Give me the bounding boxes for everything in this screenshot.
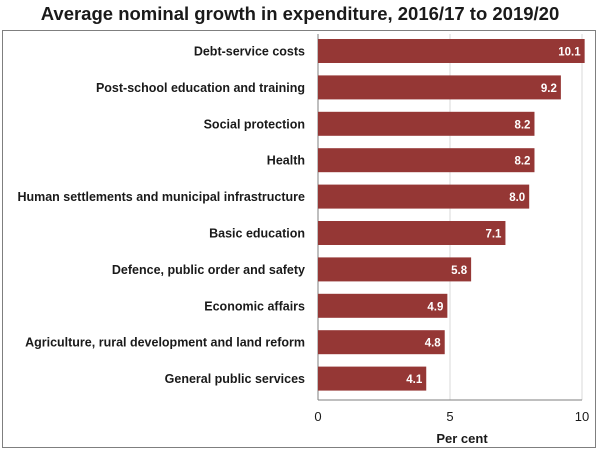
category-label: General public services [165, 372, 305, 386]
category-label: Debt-service costs [194, 45, 305, 59]
bars: 10.1 9.2 8.2 8.2 8.0 7.1 5.8 4.9 4.8 4.1 [318, 39, 585, 391]
chart-title: Average nominal growth in expenditure, 2… [40, 3, 560, 24]
bar [318, 184, 530, 209]
bar [318, 366, 427, 391]
x-axis-title: Per cent [436, 431, 488, 446]
data-label: 8.2 [514, 156, 530, 168]
data-label: 9.2 [541, 83, 557, 95]
category-label: Post-school education and training [96, 81, 305, 95]
bar [318, 148, 535, 173]
category-label: Economic affairs [204, 299, 305, 313]
category-label: Health [267, 154, 305, 168]
bar [318, 75, 561, 100]
bar [318, 111, 535, 136]
data-label: 4.1 [406, 374, 423, 386]
data-label: 7.1 [485, 229, 502, 241]
bar [318, 330, 445, 355]
chart-frame [2, 30, 596, 448]
data-label: 5.8 [451, 265, 468, 277]
bar [318, 257, 472, 282]
category-label: Defence, public order and safety [112, 263, 305, 277]
category-labels: Debt-service costs Post-school education … [17, 45, 305, 387]
data-label: 4.8 [425, 338, 442, 350]
category-label: Agriculture, rural development and land … [25, 336, 305, 350]
bar [318, 39, 585, 63]
data-label: 8.0 [509, 192, 525, 204]
x-axis-ticks: 0 5 10 [314, 409, 589, 424]
data-label: 10.1 [558, 47, 581, 59]
category-label: Basic education [209, 227, 305, 241]
category-label: Social protection [204, 117, 305, 131]
category-label: Human settlements and municipal infrastr… [17, 190, 305, 204]
x-tick-label: 0 [314, 409, 321, 424]
data-label: 4.9 [427, 301, 443, 313]
data-label: 8.2 [514, 119, 530, 131]
bar [318, 221, 506, 245]
x-tick-label: 5 [446, 409, 453, 424]
x-tick-label: 10 [575, 409, 589, 424]
bar [318, 293, 448, 318]
